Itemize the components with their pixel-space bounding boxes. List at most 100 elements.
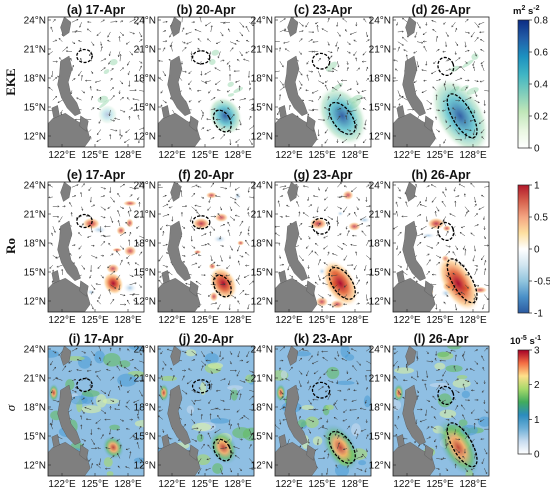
vector-head	[210, 383, 213, 386]
vector-head	[355, 57, 358, 60]
velocity-vector	[129, 282, 137, 285]
velocity-vector	[106, 360, 111, 365]
vector-head	[234, 201, 237, 204]
vector-head	[476, 80, 479, 83]
velocity-vector	[317, 274, 321, 281]
vector-head	[419, 203, 422, 206]
vector-head	[452, 272, 455, 275]
velocity-vector	[323, 235, 328, 239]
vector-head	[354, 211, 356, 214]
velocity-vector	[188, 99, 192, 103]
velocity-vector	[100, 274, 104, 279]
vector-head	[329, 303, 332, 306]
vector-head	[70, 92, 73, 95]
ro-north-core	[309, 217, 328, 230]
vector-head	[442, 50, 445, 53]
velocity-vector	[303, 185, 309, 188]
velocity-vector	[137, 416, 140, 420]
vector-head	[363, 127, 366, 130]
vector-head	[129, 209, 132, 213]
vector-head	[213, 97, 216, 99]
velocity-vector	[464, 434, 469, 440]
vector-head	[321, 296, 324, 299]
vector-head	[186, 42, 189, 45]
vector-head	[419, 214, 422, 216]
velocity-vector	[478, 206, 485, 210]
vector-head	[68, 370, 71, 373]
velocity-vector	[482, 367, 485, 371]
velocity-vector	[220, 31, 224, 37]
colorbar-tick-label: 1	[534, 415, 540, 426]
velocity-vector	[71, 195, 76, 198]
velocity-vector	[351, 187, 357, 192]
vector-head	[464, 248, 467, 251]
velocity-vector	[126, 41, 130, 45]
vector-head	[453, 189, 456, 192]
vector-head	[221, 357, 224, 360]
sigma-patch	[439, 409, 457, 419]
velocity-vector	[119, 67, 124, 72]
velocity-vector	[162, 360, 167, 366]
vector-head	[431, 227, 434, 229]
y-tick-label: 15°N	[24, 103, 46, 114]
vector-head	[131, 418, 134, 421]
vector-head	[279, 422, 282, 425]
vector-head	[103, 195, 106, 198]
vector-head	[312, 50, 315, 53]
land-mass	[402, 220, 426, 282]
velocity-vector	[125, 129, 130, 133]
vector-head	[422, 79, 426, 82]
vector-head	[467, 79, 470, 82]
vector-head	[341, 247, 344, 250]
velocity-vector	[321, 28, 328, 33]
velocity-vector	[327, 393, 331, 401]
velocity-vector	[52, 96, 57, 101]
vector-head	[183, 41, 186, 44]
velocity-vector	[181, 47, 187, 52]
vector-head	[115, 129, 118, 132]
vector-head	[438, 384, 441, 387]
vector-head	[476, 362, 479, 365]
vector-head	[321, 282, 325, 285]
vector-head	[108, 62, 111, 65]
vector-head	[361, 90, 364, 93]
velocity-vector	[442, 99, 446, 102]
velocity-vector	[308, 429, 311, 434]
vector-head	[233, 70, 236, 73]
velocity-vector	[312, 90, 319, 94]
vector-head	[69, 201, 71, 204]
vector-head	[327, 453, 330, 456]
vector-head	[309, 385, 312, 388]
velocity-vector	[119, 245, 125, 250]
vector-head	[476, 349, 479, 352]
y-tick-label: 12°N	[24, 461, 46, 472]
vector-head	[361, 223, 364, 225]
velocity-vector	[181, 205, 187, 207]
land-mass	[424, 115, 434, 132]
velocity-vector	[50, 242, 54, 246]
velocity-vector	[214, 428, 221, 434]
velocity-vector	[239, 220, 244, 227]
vector-head	[53, 18, 56, 21]
land-mass	[161, 434, 170, 448]
vector-head	[121, 82, 124, 85]
velocity-vector	[426, 271, 430, 276]
vector-head	[477, 25, 480, 28]
vector-head	[417, 391, 419, 394]
velocity-vector	[461, 404, 466, 410]
vector-head	[449, 351, 452, 354]
vector-head	[123, 110, 126, 113]
velocity-vector	[431, 406, 437, 410]
vector-head	[158, 447, 160, 450]
vector-head	[362, 108, 365, 110]
velocity-vector	[56, 264, 63, 268]
vector-head	[196, 427, 199, 430]
vector-head	[241, 34, 244, 37]
vector-head	[319, 376, 322, 379]
velocity-vector	[483, 260, 486, 266]
velocity-vector	[323, 435, 328, 440]
velocity-vector	[426, 399, 430, 402]
y-tick-label: 12°N	[24, 132, 46, 143]
vector-head	[323, 457, 326, 460]
